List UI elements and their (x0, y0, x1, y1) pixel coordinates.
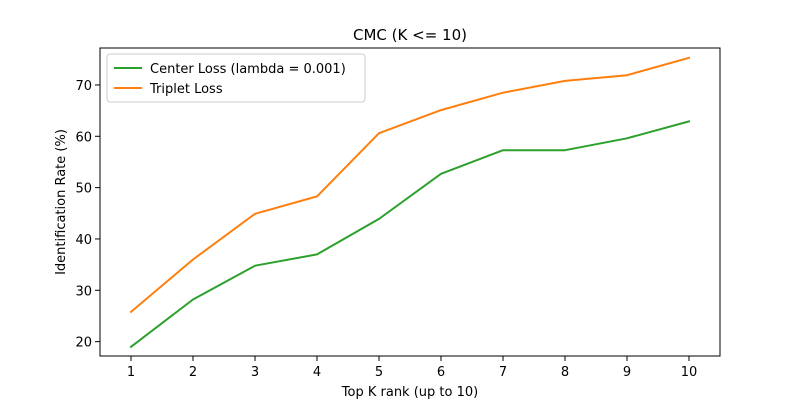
x-tick-label: 1 (127, 365, 135, 380)
x-tick-label: 4 (313, 365, 321, 380)
x-tick-label: 3 (251, 365, 259, 380)
y-axis-ticks: 20 30 40 50 60 70 (75, 79, 100, 351)
x-tick-label: 5 (375, 365, 383, 380)
y-tick-label: 50 (75, 182, 92, 197)
legend-box (106, 53, 366, 103)
y-tick-label: 60 (75, 130, 92, 145)
x-axis-label: Top K rank (up to 10) (341, 385, 478, 400)
x-tick-label: 9 (623, 365, 631, 380)
legend: Center Loss (lambda = 0.001) Triplet Loss (106, 53, 366, 103)
series-line-1 (129, 120, 691, 349)
x-tick-label: 7 (499, 365, 507, 380)
legend-label-1: Center Loss (lambda = 0.001) (150, 62, 346, 77)
y-tick-label: 40 (75, 233, 92, 248)
x-tick-label: 8 (561, 365, 569, 380)
x-tick-label: 6 (437, 365, 445, 380)
y-tick-label: 20 (75, 336, 92, 351)
y-tick-label: 30 (75, 284, 92, 299)
chart-title: CMC (K <= 10) (353, 26, 467, 44)
x-tick-label: 2 (189, 365, 197, 380)
series-line-2 (129, 56, 691, 314)
y-axis-label: Identification Rate (%) (54, 129, 69, 275)
x-tick-label: 10 (681, 365, 698, 380)
legend-label-2: Triplet Loss (149, 82, 223, 97)
series-layer (129, 56, 691, 349)
y-tick-label: 70 (75, 79, 92, 94)
x-axis-ticks: 1 2 3 4 5 6 7 8 9 10 (127, 356, 697, 380)
plot-frame (99, 47, 721, 357)
